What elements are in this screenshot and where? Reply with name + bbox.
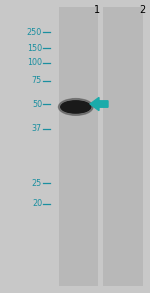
Text: 75: 75 — [32, 76, 42, 85]
Bar — [58, 7, 98, 286]
Text: 100: 100 — [27, 59, 42, 67]
Text: 2: 2 — [139, 5, 146, 15]
Text: 37: 37 — [32, 125, 42, 133]
Text: 25: 25 — [32, 179, 42, 188]
Text: 150: 150 — [27, 44, 42, 53]
Text: 20: 20 — [32, 199, 42, 208]
Text: 50: 50 — [32, 100, 42, 108]
Text: 250: 250 — [27, 28, 42, 37]
Bar — [103, 7, 142, 286]
FancyArrow shape — [90, 97, 108, 111]
Text: 1: 1 — [94, 5, 100, 15]
Ellipse shape — [58, 98, 93, 115]
Ellipse shape — [61, 101, 91, 113]
